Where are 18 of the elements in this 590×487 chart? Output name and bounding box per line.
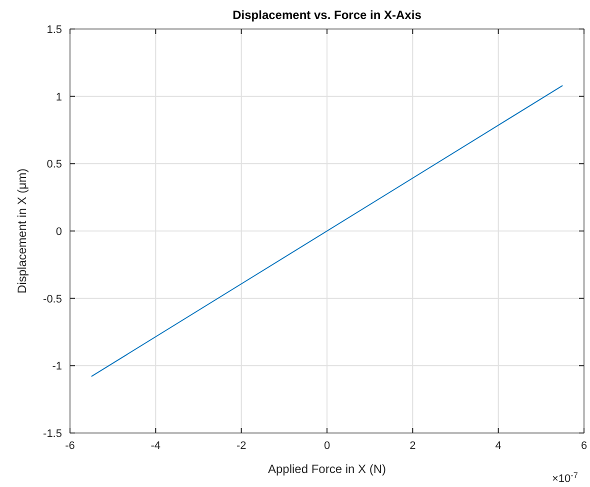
x-tick-label: 0 bbox=[324, 440, 330, 452]
y-tick-label: -0.5 bbox=[43, 293, 62, 306]
x-tick-label: 6 bbox=[580, 440, 588, 452]
y-tick-label: -1 bbox=[52, 360, 62, 373]
x-tick-label: -6 bbox=[65, 440, 75, 452]
y-tick-label: -1.5 bbox=[43, 428, 62, 440]
y-tick-label: 0 bbox=[56, 226, 62, 238]
y-axis-title: Displacement in X (μm) bbox=[15, 168, 29, 294]
text: ×10$^{-7}$ bbox=[552, 470, 578, 485]
x-axis-title: Applied Force in X (N) bbox=[268, 462, 386, 476]
x-tick-label: -4 bbox=[150, 440, 161, 452]
x-tick-label: -2 bbox=[236, 440, 246, 452]
x-tick-label: 2 bbox=[410, 440, 416, 452]
y-tick-label: 0.5 bbox=[46, 158, 62, 171]
y-tick-label: 1.5 bbox=[46, 24, 62, 36]
y-tick-label: 1 bbox=[56, 91, 62, 104]
x-tick-label: 4 bbox=[495, 440, 502, 452]
chart-title: Displacement vs. Force in X-Axis bbox=[232, 8, 422, 22]
